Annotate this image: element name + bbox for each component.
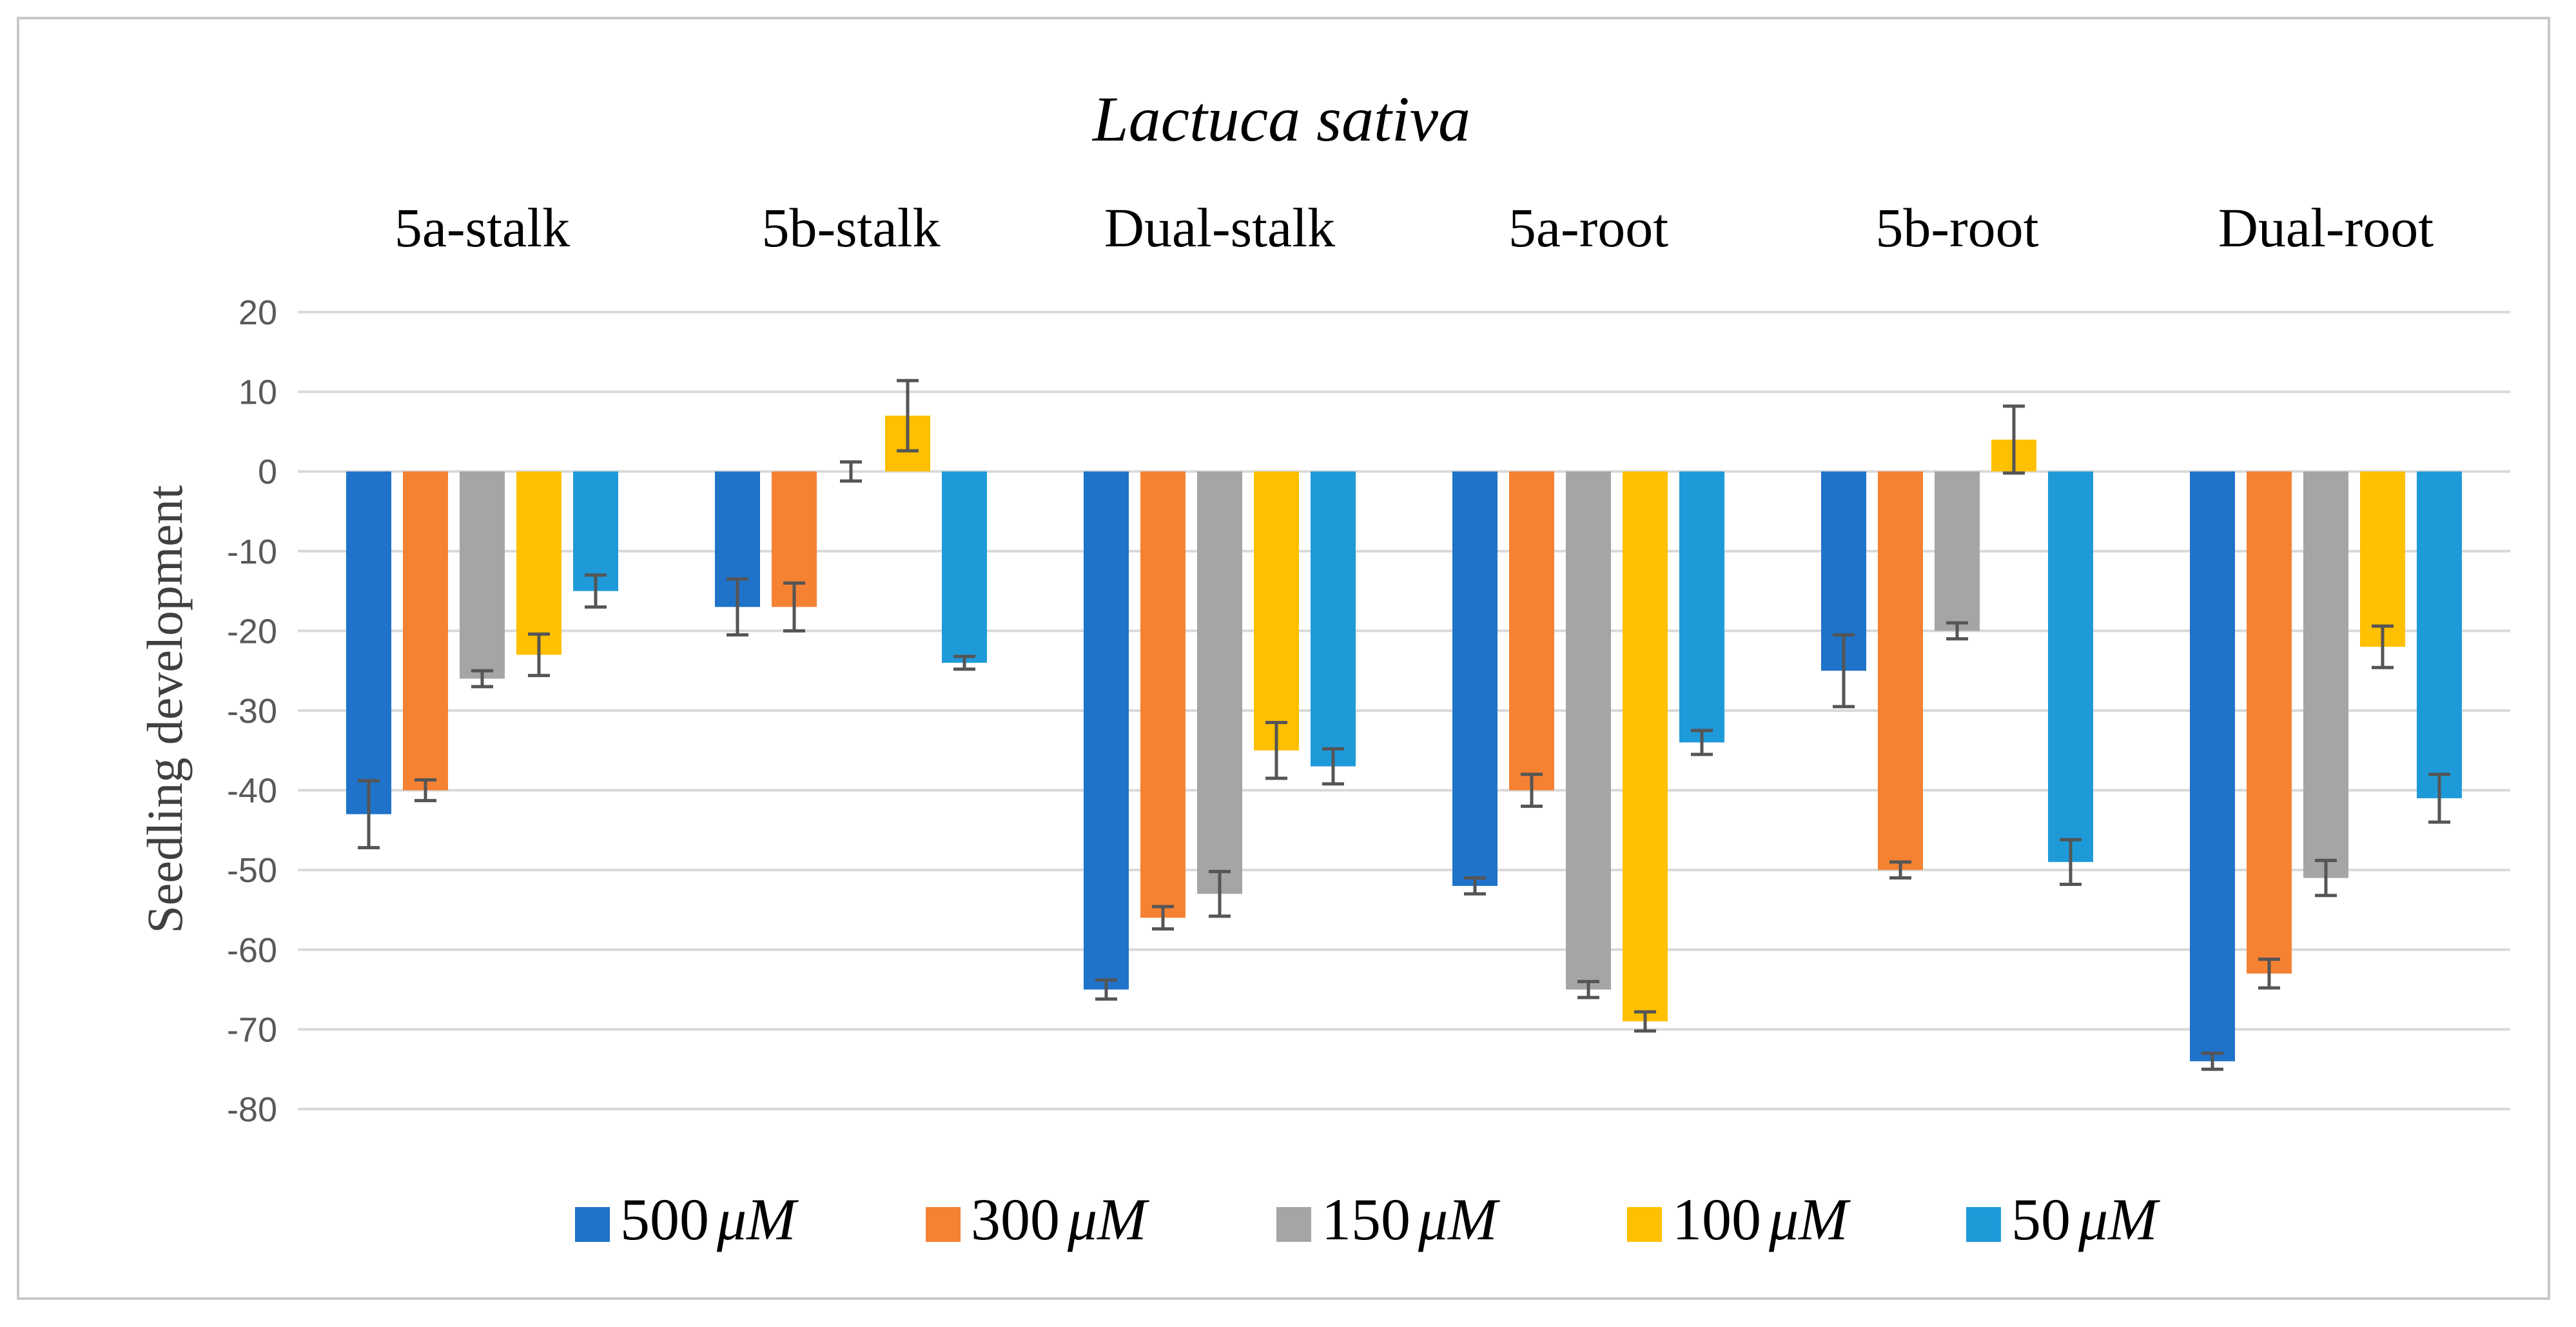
error-bar xyxy=(1946,621,1968,641)
legend-swatch xyxy=(575,1207,610,1242)
legend-item: 150 μM xyxy=(1276,1186,1500,1252)
bar xyxy=(1623,471,1668,1022)
bar xyxy=(1197,471,1242,894)
bar xyxy=(2417,471,2462,798)
legend-item: 300 μM xyxy=(926,1186,1149,1252)
error-bar xyxy=(1152,905,1174,931)
bars xyxy=(346,415,2462,1061)
error-bar xyxy=(358,779,380,850)
bar xyxy=(346,471,391,814)
legend-label: 500 μM xyxy=(620,1186,799,1252)
error-bars xyxy=(358,378,2450,1071)
bar xyxy=(2303,471,2348,878)
gridlines xyxy=(298,311,2510,1110)
chart-title: Lactuca sativa xyxy=(1091,83,1470,155)
chart-frame: Lactuca sativa Seedling development 20 10… xyxy=(17,17,2550,1300)
bar xyxy=(1679,471,1724,743)
error-bar xyxy=(2372,624,2394,669)
error-bar xyxy=(897,378,919,453)
category-label: 5b-stalk xyxy=(761,197,940,259)
legend-swatch xyxy=(1966,1207,2001,1242)
error-bar xyxy=(1265,721,1287,780)
bar xyxy=(460,471,505,679)
category-labels: 5a-stalk 5b-stalk Dual-stalk 5a-root 5b-root… xyxy=(395,197,2434,259)
legend-label: 100 μM xyxy=(1672,1186,1851,1252)
error-bar xyxy=(1521,772,1543,808)
legend-label: 150 μM xyxy=(1322,1186,1500,1252)
category-label: 5b-root xyxy=(1875,197,2038,259)
y-tick-labels: 20 10 0 -10 -20 -30 -40 -50 -60 -70 -80 xyxy=(227,293,277,1129)
bar xyxy=(573,471,618,591)
error-bar xyxy=(1833,633,1855,709)
y-tick-label: 0 xyxy=(258,453,277,491)
legend-swatch xyxy=(1276,1207,1311,1242)
y-tick-label: -20 xyxy=(227,612,277,651)
error-bar xyxy=(585,573,607,609)
bar xyxy=(1509,471,1554,791)
y-tick-label: -80 xyxy=(227,1090,277,1129)
error-bar xyxy=(2258,958,2280,990)
legend-item: 100 μM xyxy=(1627,1186,1851,1252)
y-tick-label: 10 xyxy=(239,373,277,412)
bar xyxy=(2190,471,2235,1061)
y-axis-label: Seedling development xyxy=(137,485,193,934)
legend-item: 50 μM xyxy=(1966,1186,2160,1252)
category-label: 5a-root xyxy=(1508,197,1668,259)
error-bar xyxy=(2201,1051,2223,1071)
error-bar xyxy=(840,460,862,483)
y-tick-label: -60 xyxy=(227,931,277,970)
error-bar xyxy=(2060,838,2082,886)
error-bar xyxy=(528,632,550,678)
category-label: 5a-stalk xyxy=(395,197,570,259)
category-label: Dual-stalk xyxy=(1104,197,1335,259)
error-bar xyxy=(2315,858,2337,898)
error-bar xyxy=(953,654,975,671)
y-tick-label: -10 xyxy=(227,533,277,571)
y-tick-label: -70 xyxy=(227,1010,277,1049)
bar xyxy=(403,471,448,791)
error-bar xyxy=(2003,404,2025,475)
y-tick-label: -50 xyxy=(227,851,277,890)
error-bar xyxy=(415,778,436,803)
error-bar xyxy=(2428,772,2450,824)
legend-label: 50 μM xyxy=(2011,1186,2160,1252)
bar xyxy=(2048,471,2093,862)
bar xyxy=(1311,471,1356,767)
legend: 500 μM 300 μM 150 μM 100 μM 50 μM xyxy=(575,1186,2160,1252)
bar-chart: Lactuca sativa Seedling development 20 10… xyxy=(137,83,2510,1252)
error-bar xyxy=(1691,729,1713,756)
category-label: Dual-root xyxy=(2218,197,2434,259)
bar xyxy=(2247,471,2292,974)
bar xyxy=(516,471,561,655)
bar xyxy=(1140,471,1186,918)
error-bar xyxy=(1634,1010,1656,1033)
legend-swatch xyxy=(926,1207,961,1242)
error-bar xyxy=(727,577,748,637)
error-bar xyxy=(1464,876,1486,896)
bar xyxy=(1254,471,1299,751)
bar xyxy=(2360,471,2405,647)
error-bar xyxy=(1577,979,1599,999)
error-bar xyxy=(471,669,493,689)
error-bar xyxy=(1322,747,1344,786)
y-tick-label: -40 xyxy=(227,772,277,811)
bar xyxy=(1935,471,1980,631)
bar xyxy=(1452,471,1498,886)
bar xyxy=(1566,471,1611,990)
legend-swatch xyxy=(1627,1207,1662,1242)
y-tick-label: 20 xyxy=(239,293,277,332)
bar xyxy=(1084,471,1129,990)
error-bar xyxy=(1095,978,1117,1001)
legend-label: 300 μM xyxy=(971,1186,1149,1252)
error-bar xyxy=(1889,860,1911,880)
legend-item: 500 μM xyxy=(575,1186,799,1252)
bar xyxy=(1878,471,1923,870)
bar xyxy=(942,471,987,663)
error-bar xyxy=(783,581,805,633)
y-tick-label: -30 xyxy=(227,692,277,731)
error-bar xyxy=(1209,870,1231,918)
